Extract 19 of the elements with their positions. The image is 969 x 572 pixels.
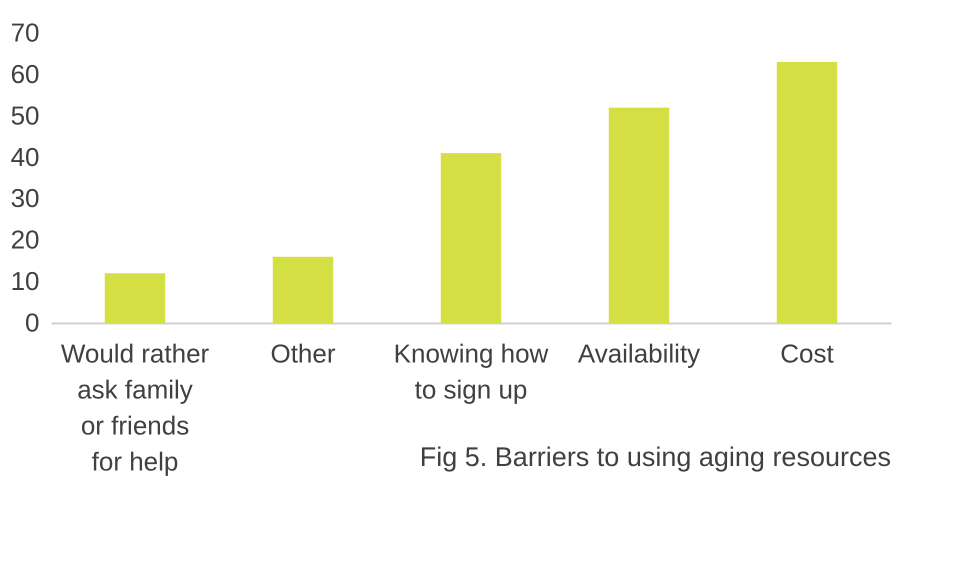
x-tick-label: Knowing how to sign up [394, 338, 549, 404]
x-tick-label: Availability [578, 338, 700, 368]
bar [272, 256, 334, 323]
x-tick-label: Would rather ask family or friends for help [60, 338, 210, 476]
x-tick-label: Other [270, 338, 336, 368]
bar [776, 62, 838, 323]
y-tick-label: 10 [10, 266, 40, 296]
y-tick-label: 20 [10, 224, 40, 255]
y-tick-label: 40 [10, 142, 40, 172]
bar [104, 273, 166, 323]
bar [440, 153, 502, 323]
y-tick-label: 60 [10, 58, 40, 89]
y-tick-label: 30 [10, 183, 40, 214]
y-tick-label: 70 [10, 18, 40, 48]
y-tick-label: 0 [25, 308, 40, 338]
caption: Fig 5. Barriers to using aging resources [420, 442, 891, 472]
bar [608, 108, 670, 323]
x-tick-label: Cost [780, 338, 834, 368]
y-tick-label: 50 [10, 100, 40, 130]
